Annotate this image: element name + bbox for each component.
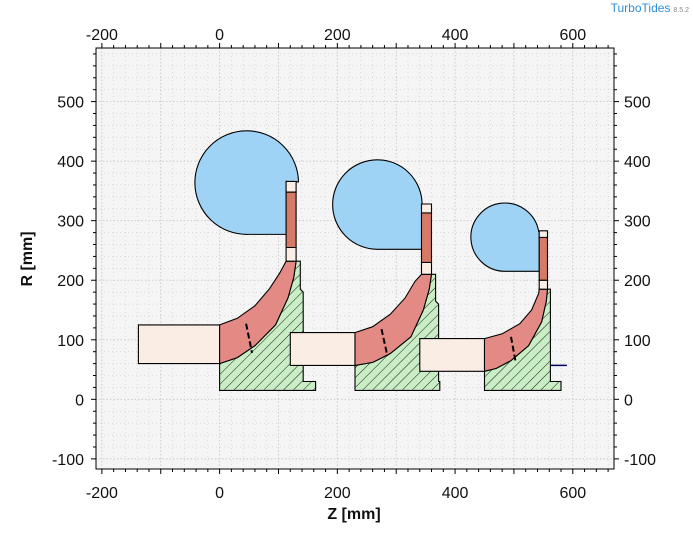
y-tick-label-right: -100 (624, 452, 656, 469)
impeller-2 (354, 273, 433, 367)
diffuser-exit-gap-2 (420, 203, 433, 214)
impeller-3 (483, 288, 549, 373)
inlet-duct-2 (289, 332, 356, 366)
x-tick-label-top: 200 (324, 27, 351, 44)
volute-3 (470, 202, 540, 272)
diffuser-2 (420, 212, 433, 263)
stage-3 (419, 202, 562, 391)
brand-label: TurboTides 8.5.2 (610, 1, 689, 15)
vaneless-gap-1 (285, 246, 297, 262)
y-tick-label-right: 200 (624, 273, 651, 290)
y-tick-label-right: 300 (624, 214, 651, 231)
y-tick-label-left: 200 (57, 273, 84, 290)
y-tick-label-left: 0 (75, 392, 84, 409)
x-tick-label-bottom: 600 (559, 485, 586, 502)
diffuser-exit-gap-1 (285, 180, 297, 193)
x-tick-label-top: -200 (86, 27, 118, 44)
diffuser-3 (538, 236, 549, 281)
y-tick-label-left: 500 (57, 95, 84, 112)
x-tick-label-bottom: 400 (442, 485, 469, 502)
axis-ticks (91, 43, 619, 474)
splitter-line-2 (380, 328, 389, 357)
stage-2 (289, 159, 441, 391)
diffuser-1 (285, 191, 297, 249)
splitter-line-1 (245, 323, 253, 354)
inlet-duct-1 (137, 324, 221, 365)
y-tick-label-right: 500 (624, 95, 651, 112)
x-tick-label-bottom: 200 (324, 485, 351, 502)
x-tick-label-bottom: 0 (215, 485, 224, 502)
y-tick-label-right: 100 (624, 333, 651, 350)
x-axis-title: Z [mm] (327, 506, 380, 523)
x-tick-label-top: 400 (442, 27, 469, 44)
x-tick-label-bottom: -200 (86, 485, 118, 502)
y-tick-label-right: 0 (624, 392, 633, 409)
volute-1 (194, 130, 300, 235)
y-tick-label-right: 400 (624, 154, 651, 171)
impeller-1 (219, 260, 297, 365)
x-tick-label-top: 600 (559, 27, 586, 44)
splitter-line-3 (510, 336, 517, 363)
vaneless-gap-3 (538, 279, 549, 290)
stages (137, 130, 567, 391)
diffuser-exit-gap-3 (538, 230, 549, 238)
volute-2 (332, 159, 423, 250)
y-tick-label-left: 300 (57, 214, 84, 231)
y-axis-title: R [mm] (19, 231, 36, 286)
stage-1 (137, 130, 317, 391)
plot-frame (95, 47, 615, 470)
tick-labels: -200 -200 0 0 200 200 400 400 600 600 -100 -100 0 0 10… (52, 27, 656, 502)
inlet-duct-3 (419, 338, 486, 372)
vaneless-gap-2 (420, 261, 433, 275)
y-tick-label-left: 100 (57, 333, 84, 350)
y-tick-label-left: 400 (57, 154, 84, 171)
y-tick-label-left: -100 (52, 452, 84, 469)
x-tick-label-top: 0 (215, 27, 224, 44)
